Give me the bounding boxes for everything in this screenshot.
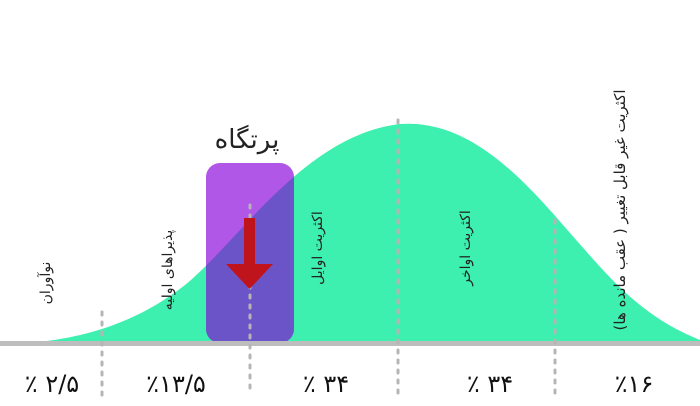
baseline xyxy=(0,341,700,346)
segment-name-early-majority: اکثریت اوایل xyxy=(310,211,326,285)
bell-curve xyxy=(28,123,700,343)
chasm-title: پرتگاه xyxy=(215,124,280,155)
percent-laggards: ٪۱۶ xyxy=(615,370,654,398)
percent-early-adopters: ٪۱۳/۵ xyxy=(146,370,206,398)
segment-name-late-majority: اکثریت اواخر xyxy=(458,210,474,287)
percent-late-majority: ٪ ۳۴ xyxy=(467,370,513,398)
percent-early-majority: ٪ ۳۴ xyxy=(303,370,349,398)
percent-innovators: ٪ ۲/۵ xyxy=(25,370,79,398)
down-arrow-icon xyxy=(226,218,273,289)
segment-name-early-adopters: پذیراهای اولیه xyxy=(160,230,176,311)
segment-name-laggards: اکثریت غیر قابل تغییر ( عقب مانده ها) xyxy=(611,89,629,330)
segment-name-innovators: نوآوران xyxy=(37,262,54,305)
